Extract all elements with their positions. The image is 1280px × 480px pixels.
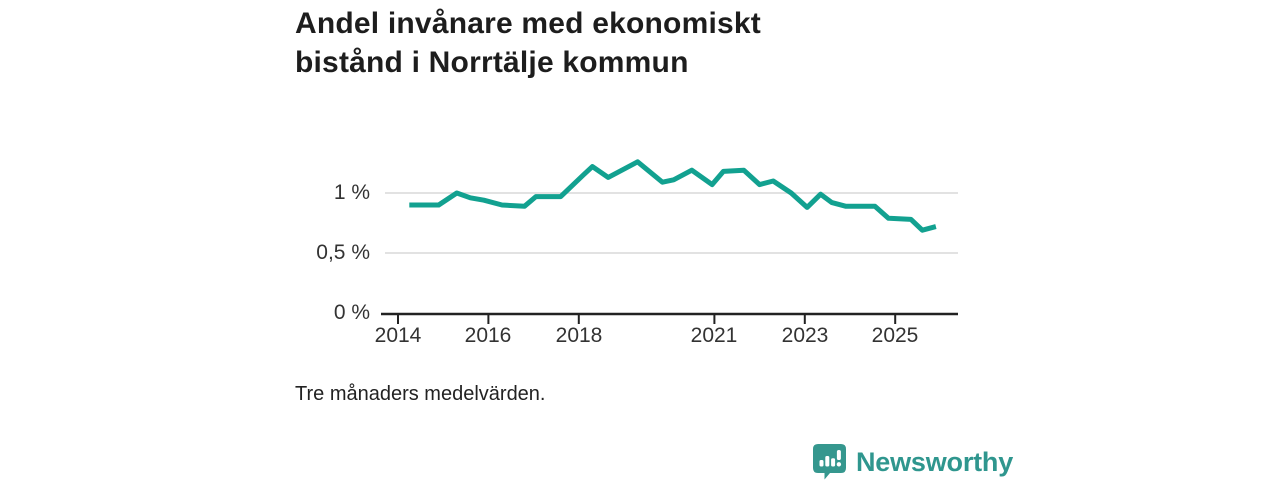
title-line-2: bistånd i Norrtälje kommun [295, 46, 689, 79]
x-axis-tick-label: 2014 [374, 324, 422, 347]
x-axis-tick-label: 2021 [690, 324, 738, 347]
x-axis-tick-label: 2025 [871, 324, 919, 347]
y-axis-tick-label: 0 % [333, 301, 370, 324]
y-axis-tick-label: 1 % [333, 181, 370, 204]
data-line-series [409, 159, 937, 233]
newsworthy-logo: Newsworthy [812, 443, 1013, 480]
x-axis-tick-label: 2016 [464, 324, 512, 347]
y-axis-tick-label: 0,5 % [316, 241, 370, 264]
chart-footnote: Tre månaders medelvärden. [295, 383, 546, 405]
title-line-1: Andel invånare med ekonomiskt [295, 7, 761, 40]
newsworthy-wordmark: Newsworthy [856, 446, 1014, 477]
x-axis-tick-label: 2018 [555, 324, 603, 347]
newsworthy-barchart-badge-icon [813, 444, 846, 480]
x-axis-tick-label: 2023 [781, 324, 829, 347]
page-title: Andel invånare med ekonomiskt bistånd i … [295, 4, 761, 82]
